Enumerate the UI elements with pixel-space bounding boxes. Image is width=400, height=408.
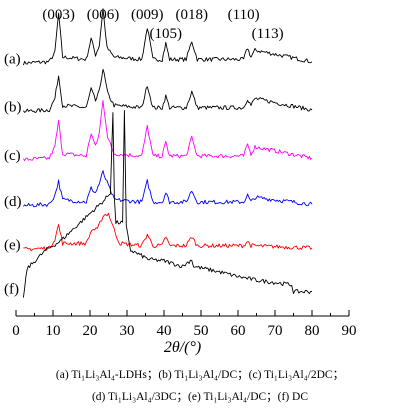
peak-label-1: (006) bbox=[87, 7, 120, 23]
peak-label-3: (105) bbox=[150, 26, 183, 42]
peak-label-6: (113) bbox=[252, 26, 284, 42]
peak-label-4: (018) bbox=[176, 7, 209, 23]
x-tick-label-6: 60 bbox=[231, 323, 246, 339]
series-label-5: (f) bbox=[4, 281, 19, 297]
x-axis: 0 10 20 30 40 50 60 70 80 90 2θ/(°) bbox=[12, 310, 357, 356]
x-tick-label-4: 40 bbox=[157, 323, 172, 339]
x-tick-label-9: 90 bbox=[342, 323, 357, 339]
peak-label-0: (003) bbox=[42, 7, 75, 23]
series-line-1 bbox=[23, 68, 313, 114]
peak-label-2: (009) bbox=[131, 7, 164, 23]
series-label-3: (d) bbox=[4, 194, 22, 210]
series-line-2 bbox=[23, 100, 313, 162]
xrd-chart: (a) (b) (c) (d) (e) (f) 0 10 20 30 40 50 60 70 80 90 2θ… bbox=[4, 7, 357, 356]
series-line-3 bbox=[23, 170, 313, 208]
legend-caption-line1: (a) Ti₁Li₃Al₄-LDHs；(b) Ti₁Li₃Al₄/DC；(c) … bbox=[55, 369, 345, 381]
x-tick-label-0: 0 bbox=[12, 323, 20, 339]
series-label-0: (a) bbox=[4, 51, 21, 67]
x-tick-label-7: 70 bbox=[268, 323, 283, 339]
x-axis-title: 2θ/(°) bbox=[164, 339, 201, 356]
x-tick-label-1: 10 bbox=[46, 323, 61, 339]
series-label-2: (c) bbox=[4, 148, 21, 164]
series-layer: (a) (b) (c) (d) (e) (f) bbox=[4, 8, 313, 298]
x-tick-label-2: 20 bbox=[83, 323, 98, 339]
x-tick-label-5: 50 bbox=[194, 323, 209, 339]
series-label-1: (b) bbox=[4, 100, 22, 116]
x-tick-label-3: 30 bbox=[120, 323, 135, 339]
series-line-4 bbox=[23, 212, 313, 252]
legend-caption-line2: (d) Ti₁Li₃Al₄/3DC；(e) Ti₁Li₃Al₄/DC；(f) D… bbox=[91, 391, 309, 403]
series-line-0 bbox=[22, 8, 313, 66]
labels-layer: (003) (006) (009) (105) (018) (110) (113) bbox=[42, 7, 283, 42]
x-tick-label-8: 80 bbox=[305, 323, 320, 339]
series-label-4: (e) bbox=[4, 238, 21, 254]
series-line-5 bbox=[22, 110, 313, 298]
peak-label-5: (110) bbox=[228, 7, 260, 23]
